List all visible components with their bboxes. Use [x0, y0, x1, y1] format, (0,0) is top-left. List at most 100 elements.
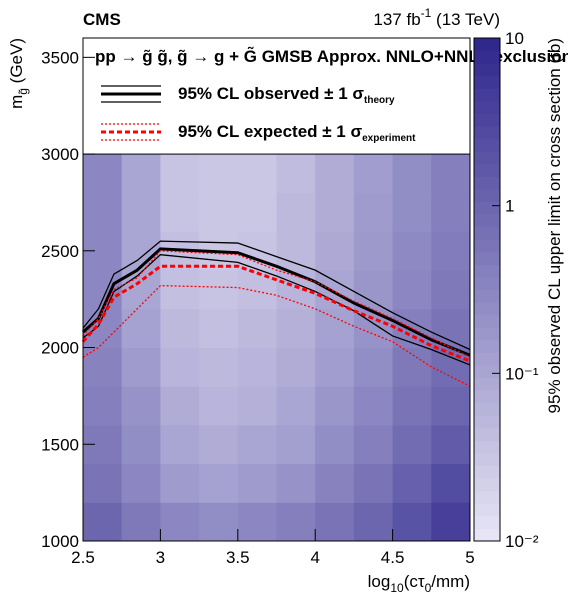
heat-cell [276, 502, 316, 542]
colorbar-step [474, 440, 500, 454]
heat-cell [237, 424, 277, 465]
colorbar-step [474, 126, 500, 140]
colorbar-step [474, 452, 500, 467]
heat-cell [199, 386, 239, 426]
heat-cell [237, 154, 277, 194]
heat-cell [83, 154, 123, 194]
colorbar-step [474, 214, 500, 228]
heat-cell [83, 463, 123, 503]
text-part: (GeV) [7, 38, 26, 88]
colorbar-step [474, 138, 500, 152]
colorbar-step [474, 188, 500, 202]
heat-cell [121, 231, 161, 271]
colorbar-step [474, 352, 500, 366]
heat-cell [199, 424, 239, 465]
heat-cell [353, 347, 394, 387]
heat-cell [431, 424, 471, 465]
legend-text: 95% CL observed ± 1 σ [178, 84, 364, 103]
colorbar-step [474, 327, 500, 341]
heat-cell [121, 308, 161, 349]
legend-sub: experiment [362, 133, 416, 144]
colorbar-step [474, 302, 500, 316]
colorbar-step [474, 276, 500, 290]
heat-cell [83, 502, 123, 542]
heat-cell [237, 347, 277, 387]
heat-cell [160, 308, 200, 349]
legend-title: pp → g̃ g̃, g̃ → g + G̃ GMSB Approx. NNL… [95, 46, 568, 66]
heat-cell [199, 347, 239, 387]
colorbar-step [474, 289, 500, 303]
heat-cell [315, 424, 355, 465]
colorbar-step [474, 490, 500, 504]
heat-cell [353, 154, 394, 194]
heat-cell [121, 192, 161, 232]
colorbar-step [474, 50, 500, 64]
heat-cell [392, 502, 432, 542]
heat-cell [160, 502, 200, 542]
colorbar-step [474, 264, 500, 278]
superscript: -1 [421, 6, 432, 20]
z-tick-label: 10 [505, 29, 524, 48]
heat-cell [160, 386, 200, 426]
heat-cell [353, 424, 394, 465]
heat-cell [431, 463, 471, 503]
text-part: /mm) [431, 572, 470, 591]
heat-cell [83, 386, 123, 426]
heat-cell [315, 347, 355, 387]
x-tick-label: 5 [465, 548, 474, 567]
heat-cell [392, 347, 432, 387]
text-part: 137 fb [373, 10, 420, 29]
colorbar-step [474, 100, 500, 114]
text-part: log [368, 572, 391, 591]
heat-cell [392, 192, 432, 232]
heat-cell [121, 424, 161, 465]
heat-cell [315, 463, 355, 503]
heat-cell [160, 424, 200, 465]
heat-cell [199, 192, 239, 232]
heat-cell [315, 192, 355, 232]
legend-label: 95% CL expected ± 1 σexperiment [178, 122, 416, 144]
colorbar-step [474, 314, 500, 328]
heat-cell [315, 386, 355, 426]
colorbar-step [474, 465, 500, 479]
heat-cell [160, 270, 200, 310]
plot-frame [82, 37, 471, 542]
heat-cell [353, 231, 394, 271]
limit-line [82, 247, 471, 357]
heat-cell [160, 347, 200, 387]
heat-cell [353, 192, 394, 232]
band-line [82, 240, 471, 351]
y-tick-label: 1000 [41, 532, 79, 551]
heat-cell [276, 154, 316, 194]
text-part: (cτ [404, 572, 425, 591]
colorbar-step [474, 503, 500, 517]
heat-cell [315, 502, 355, 542]
heat-cell [83, 192, 123, 232]
colorbar-step [474, 239, 500, 253]
heat-cell [83, 347, 123, 387]
heat-cell [160, 463, 200, 503]
heat-cell [276, 424, 316, 465]
heat-cell [353, 463, 394, 503]
legend-box [82, 37, 471, 155]
heat-cell [392, 231, 432, 271]
colorbar-step [474, 390, 500, 404]
band-line [82, 284, 471, 387]
colorbar-step [474, 515, 500, 529]
band-line [82, 254, 471, 366]
colorbar-step [474, 176, 500, 190]
x-tick-label: 3 [156, 548, 165, 567]
heat-cell [431, 192, 471, 232]
colorbar-step [474, 377, 500, 391]
subscript: 0 [425, 581, 432, 595]
heat-cell [276, 231, 316, 271]
y-tick-label: 3500 [41, 48, 79, 67]
heat-cell [121, 502, 161, 542]
heat-cell [276, 386, 316, 426]
heat-cell [160, 192, 200, 232]
subscript: 10 [390, 581, 404, 595]
heat-cell [353, 386, 394, 426]
heat-cell [121, 386, 161, 426]
heat-cell [199, 270, 239, 310]
heat-cell [237, 386, 277, 426]
